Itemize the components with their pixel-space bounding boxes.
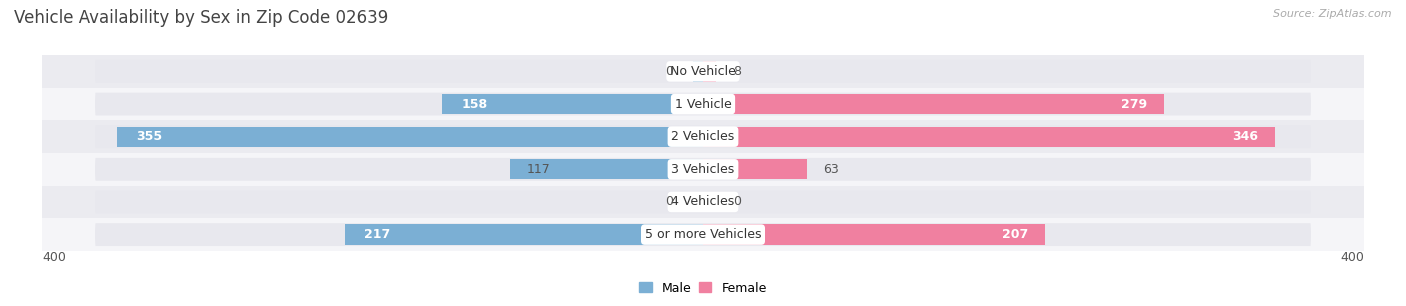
Text: Source: ZipAtlas.com: Source: ZipAtlas.com	[1274, 9, 1392, 19]
Text: 63: 63	[824, 163, 839, 176]
Text: 279: 279	[1121, 98, 1147, 110]
Bar	[703, 127, 1275, 147]
Bar	[703, 94, 1164, 114]
Text: 346: 346	[1232, 130, 1258, 143]
Text: Vehicle Availability by Sex in Zip Code 02639: Vehicle Availability by Sex in Zip Code …	[14, 9, 388, 27]
FancyBboxPatch shape	[96, 158, 1310, 181]
Text: 8: 8	[733, 65, 741, 78]
Bar	[703, 61, 716, 81]
FancyBboxPatch shape	[96, 191, 1310, 213]
Bar	[344, 225, 703, 245]
Bar	[42, 186, 1364, 218]
FancyBboxPatch shape	[96, 60, 1310, 83]
Bar	[510, 159, 703, 179]
Text: 400: 400	[1340, 251, 1364, 264]
Bar	[703, 192, 713, 212]
Bar	[703, 225, 1045, 245]
Text: 3 Vehicles: 3 Vehicles	[672, 163, 734, 176]
Text: 355: 355	[136, 130, 163, 143]
Text: 5 or more Vehicles: 5 or more Vehicles	[645, 228, 761, 241]
Bar	[42, 218, 1364, 251]
Text: 158: 158	[461, 98, 488, 110]
Text: 117: 117	[526, 163, 550, 176]
Text: 4 Vehicles: 4 Vehicles	[672, 196, 734, 208]
Text: 217: 217	[364, 228, 391, 241]
Bar	[693, 61, 703, 81]
Bar	[693, 192, 703, 212]
Bar	[42, 88, 1364, 120]
FancyBboxPatch shape	[96, 223, 1310, 246]
Bar	[703, 159, 807, 179]
Text: 2 Vehicles: 2 Vehicles	[672, 130, 734, 143]
Text: 0: 0	[733, 196, 741, 208]
Bar	[42, 55, 1364, 88]
Text: 1 Vehicle: 1 Vehicle	[675, 98, 731, 110]
Bar	[42, 153, 1364, 186]
Text: 0: 0	[665, 65, 673, 78]
Text: No Vehicle: No Vehicle	[671, 65, 735, 78]
Legend: Male, Female: Male, Female	[634, 277, 772, 300]
Text: 0: 0	[665, 196, 673, 208]
Bar	[42, 120, 1364, 153]
Text: 207: 207	[1002, 228, 1028, 241]
FancyBboxPatch shape	[96, 125, 1310, 148]
FancyBboxPatch shape	[96, 93, 1310, 115]
Bar	[441, 94, 703, 114]
Text: 400: 400	[42, 251, 66, 264]
Bar	[117, 127, 703, 147]
